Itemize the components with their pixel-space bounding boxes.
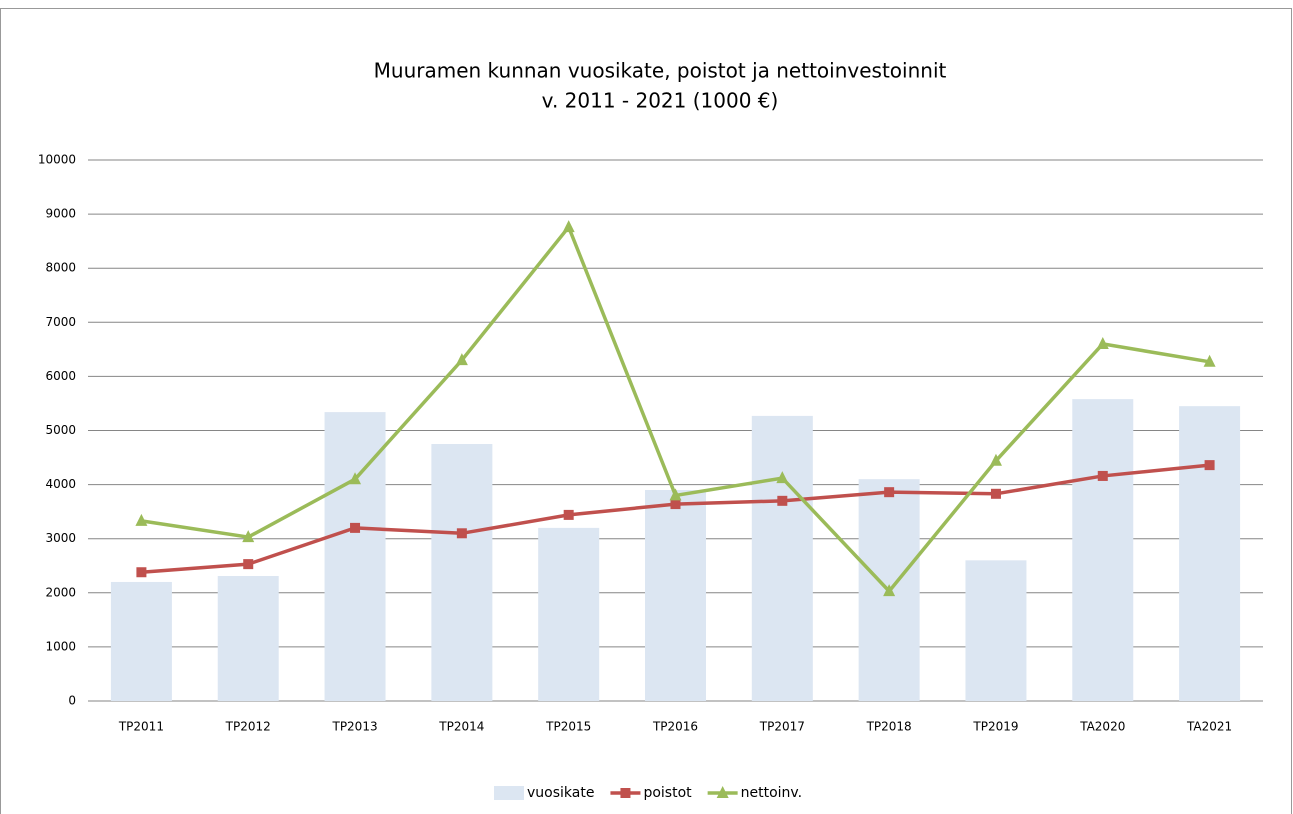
y-tick-label: 7000	[45, 315, 76, 329]
bar	[1179, 406, 1241, 701]
bar	[1072, 399, 1134, 701]
y-tick-label: 4000	[45, 477, 76, 491]
marker	[989, 453, 1002, 466]
bar	[751, 415, 813, 701]
y-tick-label: 0	[68, 694, 76, 708]
bar	[217, 576, 279, 701]
marker	[990, 488, 1001, 499]
marker	[562, 220, 575, 233]
x-tick-label: TA2021	[1186, 720, 1232, 734]
x-tick-label: TP2019	[972, 720, 1018, 734]
marker	[242, 530, 255, 543]
x-tick-label: TP2018	[866, 720, 912, 734]
marker	[884, 487, 895, 498]
y-tick-label: 9000	[45, 207, 76, 221]
bar	[538, 527, 600, 701]
marker	[135, 513, 148, 526]
x-tick-label: TP2011	[118, 720, 164, 734]
x-tick-label: TA2020	[1079, 720, 1125, 734]
bar	[324, 412, 386, 701]
marker	[1097, 470, 1108, 481]
marker	[620, 788, 631, 798]
marker	[350, 522, 361, 533]
y-tick-label: 3000	[45, 531, 76, 545]
y-tick-label: 1000	[45, 639, 76, 653]
chart-frame	[0, 8, 1292, 814]
marker	[455, 353, 468, 366]
legend-label: nettoinv.	[741, 785, 802, 801]
legend-label: vuosikate	[527, 785, 594, 801]
y-tick-label: 8000	[45, 261, 76, 275]
marker	[1203, 354, 1216, 367]
marker	[563, 509, 574, 520]
x-tick-label: TP2016	[652, 720, 698, 734]
chart-title: Muuramen kunnan vuosikate, poistot ja ne…	[374, 59, 947, 83]
marker	[716, 786, 729, 798]
marker	[669, 488, 682, 501]
marker	[776, 471, 789, 484]
x-tick-label: TP2013	[331, 720, 377, 734]
y-tick-label: 2000	[45, 585, 76, 599]
marker	[1204, 460, 1215, 471]
bar	[110, 581, 172, 701]
marker	[456, 528, 467, 539]
marker	[349, 472, 362, 485]
marker	[136, 567, 147, 578]
chart-subtitle: v. 2011 - 2021 (1000 €)	[542, 89, 779, 113]
y-tick-label: 5000	[45, 423, 76, 437]
y-tick-label: 10000	[38, 153, 76, 167]
marker	[243, 559, 254, 570]
x-tick-label: TP2012	[225, 720, 271, 734]
legend-swatch	[494, 786, 524, 800]
marker	[883, 584, 896, 597]
legend-label: poistot	[643, 785, 692, 801]
y-tick-label: 6000	[45, 369, 76, 383]
x-tick-label: TP2014	[438, 720, 484, 734]
x-tick-label: TP2017	[759, 720, 805, 734]
bar	[431, 444, 493, 701]
marker	[1096, 336, 1109, 349]
marker	[670, 499, 681, 510]
x-tick-label: TP2015	[545, 720, 591, 734]
bar	[965, 560, 1027, 701]
bar	[645, 490, 706, 701]
marker	[777, 495, 788, 506]
